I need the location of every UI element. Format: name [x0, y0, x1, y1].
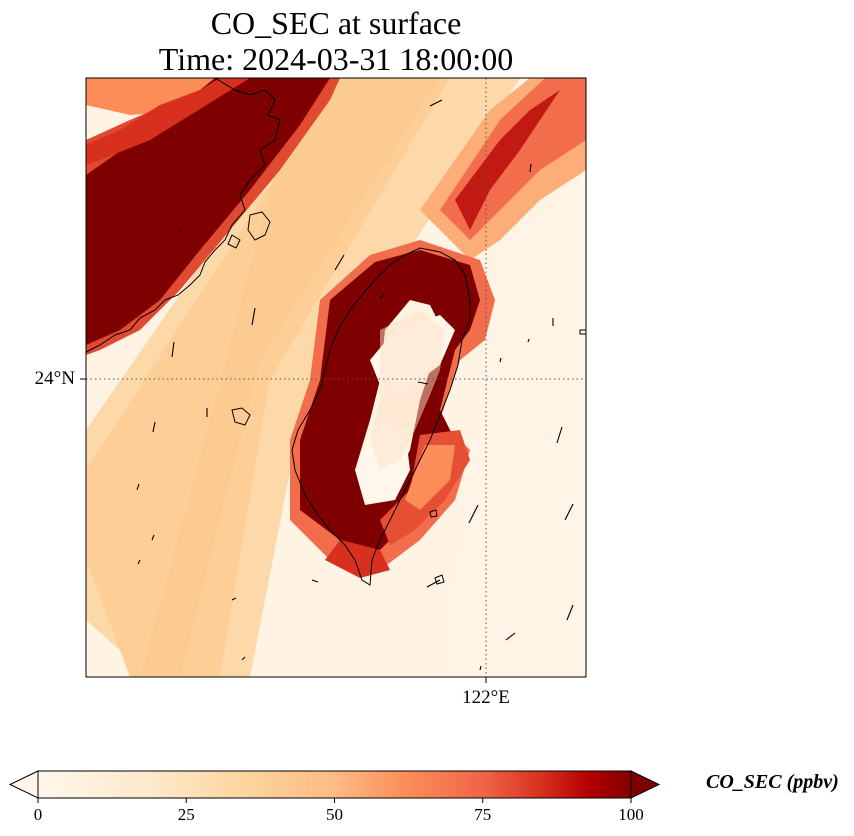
colorbar-tick-label: 50 [326, 805, 343, 824]
coastline [86, 78, 586, 586]
lat-tick-label: 24°N [34, 368, 75, 389]
colorbar-label: CO_SEC (ppbv) [706, 771, 839, 793]
map-frame [85, 77, 587, 678]
concentration-field [86, 78, 586, 677]
colorbar-extend-min [8, 770, 39, 799]
colorbar-tick-label: 75 [474, 805, 492, 824]
colorbar-tick-label: 0 [33, 805, 43, 824]
colorbar-tick-label: 100 [618, 805, 644, 824]
gridlines [86, 78, 586, 677]
wind-vectors [136, 99, 574, 671]
map-title-line2: Time: 2024-03-31 18:00:00 [158, 41, 514, 77]
map-title-line1: CO_SEC at surface [210, 5, 462, 41]
lon-tick-label: 122°E [462, 687, 510, 708]
colorbar-gradient [38, 771, 631, 798]
colorbar-extend-max [630, 770, 661, 799]
colorbar [8, 770, 661, 803]
colorbar-tick-label: 25 [177, 805, 195, 824]
